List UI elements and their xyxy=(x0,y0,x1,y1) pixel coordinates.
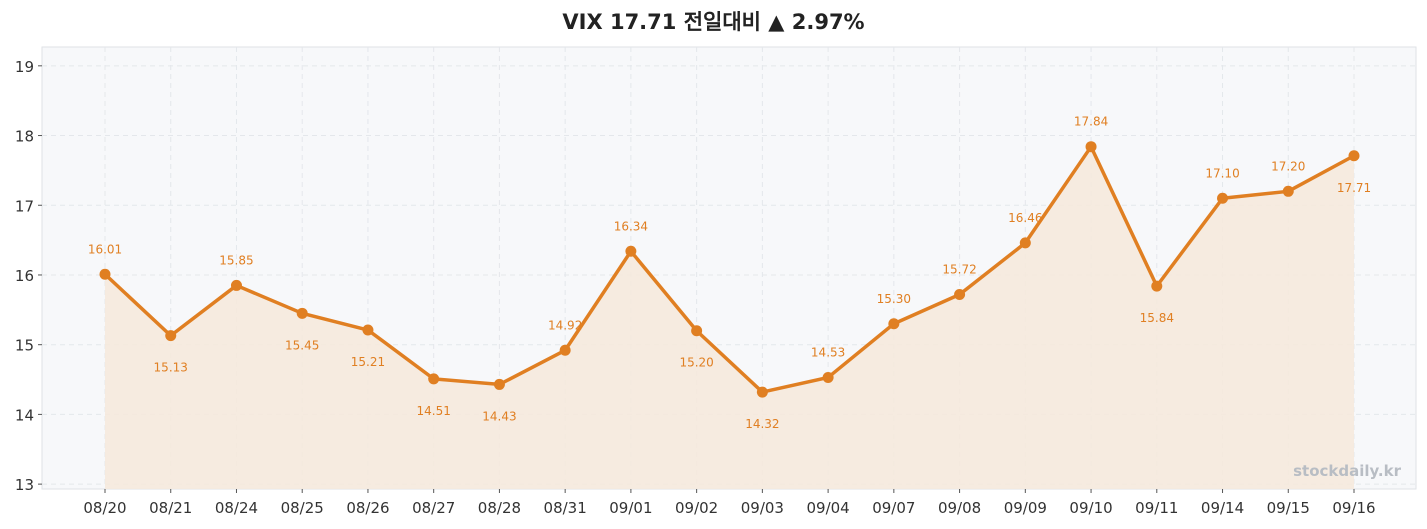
data-point xyxy=(1282,185,1294,197)
x-tick-label: 08/25 xyxy=(281,499,324,517)
data-point xyxy=(165,330,177,342)
data-point xyxy=(1085,141,1097,153)
x-tick-label: 09/15 xyxy=(1267,499,1310,517)
data-point xyxy=(822,371,834,383)
series-polyline xyxy=(103,144,1356,394)
data-point xyxy=(230,279,242,291)
x-tick-label: 09/03 xyxy=(741,499,784,517)
data-label: 14.92 xyxy=(548,318,582,332)
data-point xyxy=(954,288,966,300)
data-label: 15.84 xyxy=(1140,311,1174,325)
data-point xyxy=(296,307,308,319)
y-tick-label: 13 xyxy=(15,476,34,494)
x-tick-label: 09/04 xyxy=(806,499,849,517)
y-axis-ticks: 13 14 15 16 17 18 19 xyxy=(15,58,42,494)
y-tick-label: 19 xyxy=(15,58,34,76)
data-point xyxy=(559,344,571,356)
y-tick-label: 14 xyxy=(15,406,34,424)
data-point xyxy=(99,268,111,280)
series-line xyxy=(103,144,1356,394)
data-point xyxy=(625,245,637,257)
data-label: 17.71 xyxy=(1337,181,1371,195)
data-label: 17.84 xyxy=(1074,115,1108,129)
data-label: 16.01 xyxy=(88,242,122,256)
x-tick-label: 09/10 xyxy=(1069,499,1112,517)
data-label: 15.85 xyxy=(219,253,253,267)
data-point xyxy=(1348,150,1360,162)
x-tick-label: 08/24 xyxy=(215,499,258,517)
x-tick-label: 09/14 xyxy=(1201,499,1244,517)
data-label: 15.72 xyxy=(942,262,976,276)
data-point xyxy=(756,386,768,398)
x-tick-label: 09/16 xyxy=(1332,499,1375,517)
x-tick-label: 08/20 xyxy=(83,499,126,517)
data-label: 17.10 xyxy=(1205,166,1239,180)
data-label: 15.21 xyxy=(351,355,385,369)
data-point xyxy=(1151,280,1163,292)
x-tick-label: 09/01 xyxy=(609,499,652,517)
x-tick-label: 09/02 xyxy=(675,499,718,517)
x-tick-label: 09/08 xyxy=(938,499,981,517)
x-tick-label: 08/26 xyxy=(346,499,389,517)
data-label: 15.45 xyxy=(285,338,319,352)
y-tick-label: 15 xyxy=(15,337,34,355)
x-tick-label: 09/07 xyxy=(872,499,915,517)
data-label: 15.20 xyxy=(679,356,713,370)
data-label: 17.20 xyxy=(1271,159,1305,173)
data-label: 16.34 xyxy=(614,219,648,233)
y-tick-label: 16 xyxy=(15,267,34,285)
watermark-text: stockdaily.kr xyxy=(1293,462,1401,480)
data-point xyxy=(493,378,505,390)
data-label: 15.13 xyxy=(154,361,188,375)
x-axis-ticks: 08/20 08/21 08/24 08/25 08/26 08/27 08/28 08/31… xyxy=(83,489,1376,517)
data-point xyxy=(691,325,703,337)
series-area xyxy=(105,146,1354,489)
area-fill xyxy=(105,146,1354,489)
data-label: 16.46 xyxy=(1008,211,1042,225)
data-label: 15.30 xyxy=(877,292,911,306)
x-tick-label: 08/28 xyxy=(478,499,521,517)
x-tick-label: 09/09 xyxy=(1004,499,1047,517)
y-tick-label: 17 xyxy=(15,197,34,215)
data-labels: 16.01 15.13 15.85 15.45 15.21 14.51 14.43 14.92… xyxy=(88,115,1371,431)
data-points xyxy=(99,141,1360,398)
data-label: 14.43 xyxy=(482,409,516,423)
data-point xyxy=(1217,192,1229,204)
y-tick-label: 18 xyxy=(15,128,34,146)
data-label: 14.51 xyxy=(417,404,451,418)
data-point xyxy=(1019,237,1031,249)
x-tick-label: 08/27 xyxy=(412,499,455,517)
data-point xyxy=(428,373,440,385)
x-tick-label: 09/11 xyxy=(1135,499,1178,517)
data-label: 14.32 xyxy=(745,417,779,431)
chart-title: VIX 17.71 전일대비 ▲ 2.97% xyxy=(562,10,865,34)
x-tick-label: 08/31 xyxy=(544,499,587,517)
x-tick-label: 08/21 xyxy=(149,499,192,517)
data-point xyxy=(888,318,900,330)
data-point xyxy=(362,324,374,336)
data-label: 14.53 xyxy=(811,345,845,359)
